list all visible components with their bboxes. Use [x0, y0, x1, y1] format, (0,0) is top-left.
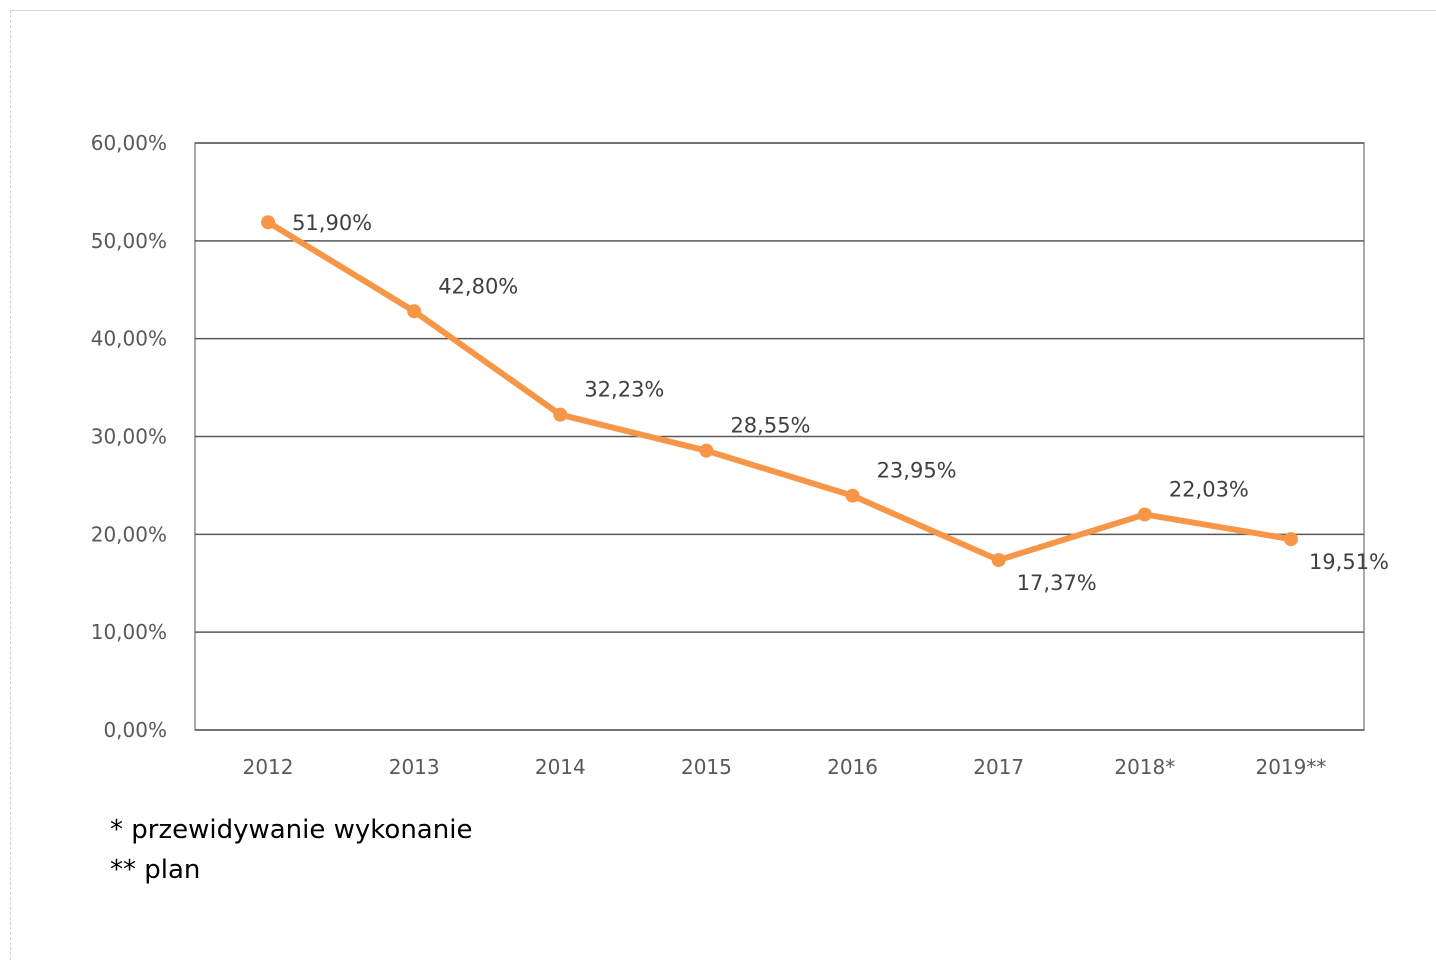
data-label: 22,03%	[1169, 477, 1249, 501]
y-tick-label: 50,00%	[91, 229, 167, 253]
y-tick-label: 30,00%	[91, 425, 167, 449]
gridlines	[194, 142, 1365, 731]
x-tick-label: 2018*	[1114, 755, 1175, 779]
y-tick-label: 10,00%	[91, 620, 167, 644]
data-point	[553, 407, 568, 422]
x-tick-label: 2016	[827, 755, 878, 779]
data-point	[1283, 532, 1298, 547]
data-label: 19,51%	[1309, 550, 1389, 574]
data-label: 23,95%	[877, 459, 957, 483]
chart-frame	[10, 10, 1436, 960]
y-tick-label: 40,00%	[91, 327, 167, 351]
data-point	[261, 215, 276, 230]
x-tick-label: 2017	[973, 755, 1024, 779]
y-tick-label: 0,00%	[103, 718, 167, 742]
x-tick-label: 2019**	[1255, 755, 1326, 779]
data-label: 32,23%	[584, 378, 664, 402]
footnotes: * przewidywanie wykonanie ** plan	[110, 810, 472, 890]
data-point	[1137, 507, 1152, 522]
data-point	[991, 553, 1006, 568]
x-axis: 2012 2013 2014 2015 2016 2017 2018* 2019**	[243, 755, 1327, 779]
x-tick-label: 2015	[681, 755, 732, 779]
x-tick-label: 2013	[389, 755, 440, 779]
line-chart: 0,00% 10,00% 20,00% 30,00% 40,00% 50,00% 60,00…	[91, 131, 1389, 779]
data-label: 42,80%	[438, 274, 518, 298]
data-point	[699, 443, 714, 458]
data-label: 28,55%	[730, 414, 810, 438]
data-label: 17,37%	[1017, 571, 1097, 595]
data-labels: 51,90% 42,80% 32,23% 28,55% 23,95% 17,37% 22,0…	[292, 211, 1389, 595]
y-tick-label: 60,00%	[91, 131, 167, 155]
footnote-plan: ** plan	[110, 855, 201, 885]
footnote-forecast: * przewidywanie wykonanie	[110, 815, 473, 845]
data-label: 51,90%	[292, 211, 372, 235]
series-line-path	[265, 219, 1294, 564]
y-axis: 0,00% 10,00% 20,00% 30,00% 40,00% 50,00% 60,00…	[91, 131, 167, 742]
x-tick-label: 2012	[243, 755, 294, 779]
series-line	[261, 215, 1298, 568]
y-tick-label: 20,00%	[91, 522, 167, 546]
data-point	[845, 488, 860, 503]
data-point	[407, 304, 422, 319]
x-tick-label: 2014	[535, 755, 586, 779]
